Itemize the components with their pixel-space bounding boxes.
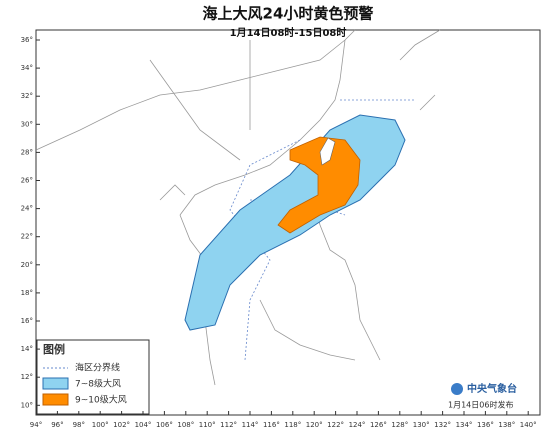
lon-label: 104°: [135, 421, 152, 429]
lat-label: 24°: [21, 205, 33, 213]
lon-label: 126°: [370, 421, 387, 429]
lon-label: 108°: [177, 421, 194, 429]
lon-label: 128°: [391, 421, 408, 429]
subtitle: 1月14日08时-15日08时: [230, 26, 347, 39]
legend-title: 图例: [43, 342, 65, 356]
lon-label: 138°: [498, 421, 515, 429]
lat-label: 14°: [21, 345, 33, 353]
lon-label: 100°: [92, 421, 109, 429]
issued-time: 1月14日06时发布: [448, 400, 513, 410]
logo: [451, 383, 463, 395]
lon-label: 118°: [284, 421, 301, 429]
lon-label: 124°: [349, 421, 366, 429]
lat-label: 22°: [21, 233, 33, 241]
legend-label: 7~8级大风: [75, 378, 121, 390]
lat-label: 32°: [21, 92, 33, 100]
lon-label: 110°: [199, 421, 216, 429]
legend-swatch: [42, 393, 69, 406]
legend-swatch: [42, 377, 69, 390]
lon-label: 134°: [456, 421, 473, 429]
land-outline: [35, 29, 441, 386]
lon-label: 140°: [520, 421, 537, 429]
lon-label: 114°: [242, 421, 259, 429]
lon-label: 116°: [263, 421, 280, 429]
lon-label: 112°: [220, 421, 237, 429]
lon-label: 122°: [327, 421, 344, 429]
lon-label: 106°: [156, 421, 173, 429]
agency: 中央气象台: [467, 382, 517, 395]
lat-label: 18°: [21, 289, 33, 297]
lon-label: 96°: [51, 421, 63, 429]
lat-label: 12°: [21, 373, 33, 381]
lon-label: 98°: [73, 421, 85, 429]
lat-label: 30°: [21, 120, 33, 128]
lat-label: 28°: [21, 148, 33, 156]
legend-label: 海区分界线: [75, 362, 120, 374]
lon-label: 136°: [477, 421, 494, 429]
legend: 图例 海区分界线 7~8级大风 9~10级大风: [36, 339, 150, 415]
lon-label: 132°: [434, 421, 451, 429]
lat-label: 36°: [21, 36, 33, 44]
lat-label: 34°: [21, 64, 33, 72]
title: 海上大风24小时黄色预警: [203, 5, 374, 23]
lon-label: 94°: [30, 421, 42, 429]
lat-label: 16°: [21, 317, 33, 325]
lat-label: 10°: [21, 401, 33, 409]
wind-area-9-10: [277, 136, 361, 234]
lat-label: 26°: [21, 177, 33, 185]
lon-label: 102°: [113, 421, 130, 429]
legend-label: 9~10级大风: [75, 394, 127, 406]
taiwan: [319, 137, 336, 166]
lon-label: 120°: [306, 421, 323, 429]
lat-label: 20°: [21, 261, 33, 269]
lon-label: 130°: [413, 421, 430, 429]
